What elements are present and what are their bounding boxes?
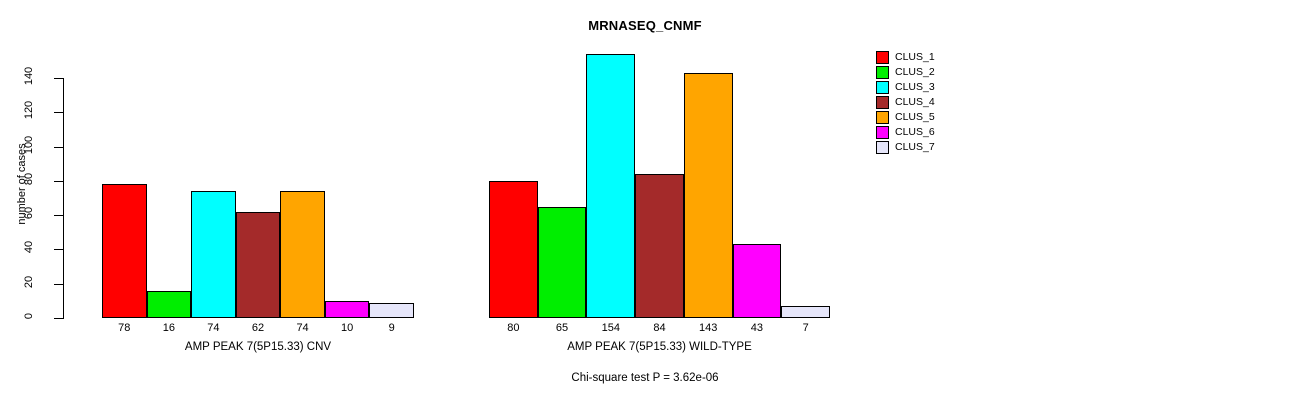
bar-clus_7 (369, 302, 414, 318)
legend: CLUS_1 CLUS_2 CLUS_3 CLUS_4 CLUS_5 CLUS_6 CLUS… (876, 50, 935, 155)
y-tick (54, 112, 63, 114)
bar-clus_2 (146, 290, 192, 318)
y-tick (54, 180, 63, 182)
chi-square-annotation: Chi-square test P = 3.62e-06 (571, 372, 719, 384)
legend-item-label: CLUS_6 (895, 126, 935, 139)
bars-cnv (102, 63, 414, 318)
y-axis-line (63, 78, 64, 319)
panel-wild-type: AMP PEAK 7(5P15.33) WILD-TYPE 80 65 154 84 1… (489, 0, 830, 400)
legend-swatch-icon (876, 96, 889, 109)
y-axis: 0 20 40 60 80 100 120 140 number of cases (0, 0, 120, 400)
legend-item-label: CLUS_5 (895, 111, 935, 124)
bar-value-label: 62 (251, 322, 265, 334)
bar-value-label: 78 (118, 322, 131, 334)
legend-item-clus_4[interactable]: CLUS_4 (876, 95, 935, 110)
legend-swatch-icon (876, 51, 889, 64)
legend-item-label: CLUS_4 (895, 96, 935, 109)
legend-item-label: CLUS_3 (895, 81, 935, 94)
bar-clus_5 (280, 191, 325, 318)
y-tick-label: 20 (23, 275, 35, 288)
bar-clus_3 (191, 191, 236, 318)
bar-clus_6 (732, 244, 782, 318)
bar-clus_1 (102, 184, 147, 318)
bar-value-label: 43 (750, 322, 764, 334)
y-tick-label: 140 (22, 66, 35, 86)
y-tick (54, 215, 63, 217)
bar-value-label: 9 (388, 322, 395, 334)
bar-value-label: 16 (162, 322, 175, 334)
bar-value-label: 84 (653, 322, 666, 334)
y-tick (54, 78, 63, 79)
bar-value-label: 10 (341, 322, 354, 334)
y-axis-title: number of cases (16, 143, 28, 225)
bar-value-label: 154 (601, 322, 620, 334)
bar-clus_4 (235, 211, 281, 318)
legend-item-clus_3[interactable]: CLUS_3 (876, 80, 935, 95)
y-tick-label: 0 (23, 312, 35, 320)
legend-swatch-icon (876, 126, 889, 139)
legend-item-label: CLUS_1 (895, 51, 935, 64)
legend-item-label: CLUS_2 (895, 66, 935, 79)
legend-swatch-icon (876, 66, 889, 79)
bar-clus_3 (586, 54, 636, 318)
bars-wild-type (489, 54, 830, 318)
y-tick (54, 283, 63, 285)
y-tick-label: 120 (22, 101, 35, 120)
legend-item-clus_2[interactable]: CLUS_2 (876, 65, 935, 80)
legend-swatch-icon (876, 141, 889, 154)
bar-value-label: 7 (802, 322, 809, 334)
bar-clus_5 (683, 72, 733, 318)
bar-value-label: 65 (555, 322, 569, 334)
y-tick (54, 146, 63, 148)
bar-value-label: 80 (507, 322, 520, 334)
legend-item-clus_1[interactable]: CLUS_1 (876, 50, 935, 65)
legend-swatch-icon (876, 81, 889, 94)
legend-item-clus_7[interactable]: CLUS_7 (876, 140, 935, 155)
page-title: MRNASEQ_CNMF (588, 18, 702, 33)
bar-clus_1 (489, 180, 538, 318)
legend-item-clus_5[interactable]: CLUS_5 (876, 110, 935, 125)
legend-item-label: CLUS_7 (895, 141, 935, 154)
bar-value-label: 74 (207, 322, 220, 334)
bar-value-label: 143 (699, 322, 718, 334)
legend-swatch-icon (876, 111, 889, 124)
y-tick (54, 318, 63, 319)
bar-clus_4 (635, 174, 684, 318)
panel-cnv-xlabel: AMP PEAK 7(5P15.33) CNV (184, 341, 332, 353)
legend-item-clus_6[interactable]: CLUS_6 (876, 125, 935, 140)
bar-clus_7 (781, 306, 830, 318)
panel-cnv: AMP PEAK 7(5P15.33) CNV 78 16 74 62 74 10 9 (102, 0, 414, 400)
bar-clus_2 (537, 206, 587, 318)
y-tick (54, 249, 63, 251)
bar-value-label: 74 (296, 322, 309, 334)
bar-clus_6 (324, 300, 370, 318)
panel-wild-type-xlabel: AMP PEAK 7(5P15.33) WILD-TYPE (567, 341, 752, 353)
